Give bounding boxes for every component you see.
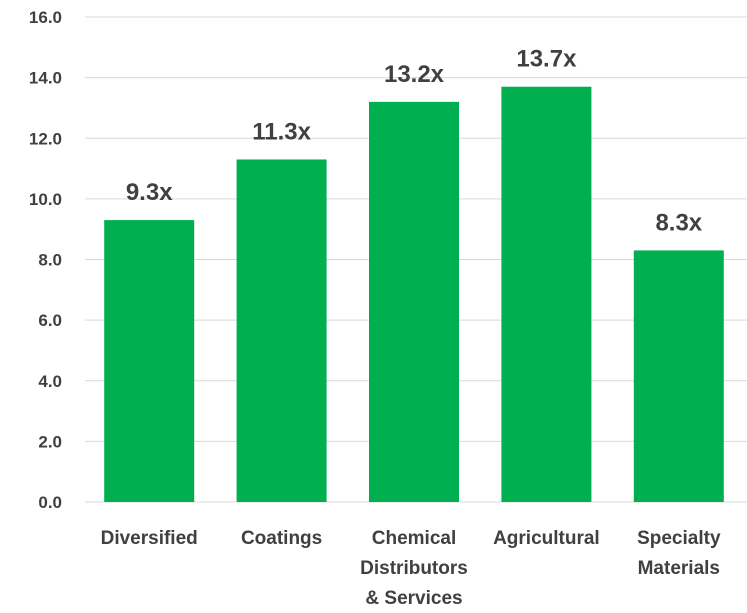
bar	[104, 220, 195, 502]
bar	[236, 159, 327, 502]
x-category-label-line: Distributors	[360, 558, 468, 579]
x-axis-category-labels: Diversified Coatings Chemical Distributors &…	[101, 528, 721, 609]
x-category-label: Coatings	[241, 528, 322, 549]
bars	[104, 86, 724, 502]
y-tick-label: 2.0	[38, 432, 62, 451]
bar	[501, 86, 592, 502]
x-category-label-line: Coatings	[241, 528, 322, 549]
y-tick-label: 10.0	[29, 190, 62, 209]
x-category-label: Diversified	[101, 528, 198, 549]
y-axis-tick-labels: 0.0 2.0 4.0 6.0 8.0 10.0 12.0 14.0 16.0	[29, 8, 62, 512]
data-label: 9.3x	[126, 179, 173, 206]
data-labels: 9.3x 11.3x 13.2x 13.7x 8.3x	[126, 46, 703, 237]
y-tick-label: 0.0	[38, 493, 62, 512]
y-tick-label: 16.0	[29, 8, 62, 27]
x-category-label-line: Agricultural	[493, 528, 600, 549]
x-category-label: Chemical Distributors & Services	[360, 528, 468, 609]
data-label: 8.3x	[655, 209, 702, 236]
data-label: 13.7x	[516, 46, 577, 73]
y-tick-label: 14.0	[29, 69, 62, 88]
x-category-label-line: Materials	[638, 558, 720, 579]
x-category-label-line: & Services	[365, 588, 462, 609]
bar	[369, 101, 459, 502]
x-category-label: Specialty Materials	[637, 528, 721, 579]
data-label: 13.2x	[384, 61, 445, 88]
x-category-label: Agricultural	[493, 528, 600, 549]
y-tick-label: 8.0	[38, 251, 62, 270]
y-tick-label: 12.0	[29, 129, 62, 148]
y-tick-label: 4.0	[38, 372, 62, 391]
x-category-label-line: Chemical	[372, 528, 456, 549]
data-label: 11.3x	[252, 118, 311, 145]
bar	[633, 250, 724, 502]
x-category-label-line: Specialty	[637, 528, 721, 549]
y-tick-label: 6.0	[38, 311, 62, 330]
x-category-label-line: Diversified	[101, 528, 198, 549]
